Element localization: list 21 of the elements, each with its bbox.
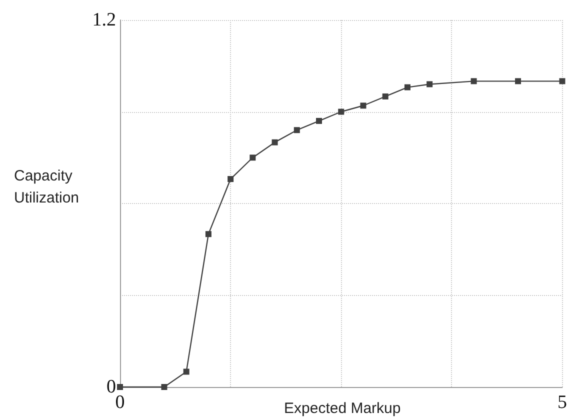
point [294,127,300,134]
point [382,93,388,100]
point [161,384,168,390]
point [205,231,212,238]
point [515,78,522,84]
point [404,84,410,90]
point [559,78,566,84]
point [117,384,123,390]
point [183,368,190,375]
point [426,81,433,88]
point [272,139,278,146]
point [338,108,344,115]
y-axis-title: Capacity Utilization [14,168,80,206]
point [250,154,256,161]
point [360,102,366,109]
x-axis-title: Expected Markup [284,400,401,417]
y-tick-label: 1.2 [92,10,116,30]
point [228,176,234,182]
point [470,78,477,84]
point [316,118,322,124]
x-tick-label: 5 [558,392,567,413]
